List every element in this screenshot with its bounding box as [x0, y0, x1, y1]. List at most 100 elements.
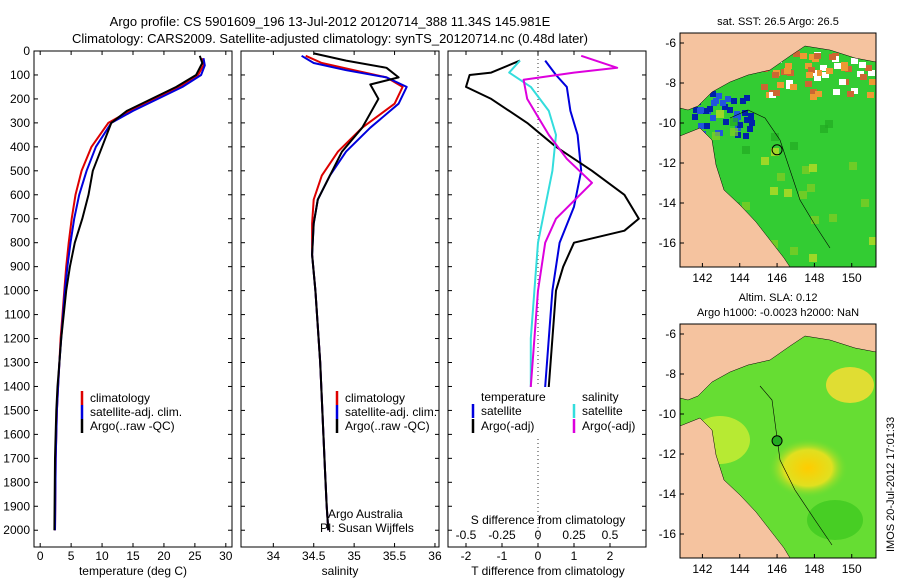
lon-tick-label-2: 146	[767, 562, 787, 576]
legend-header-salinity: salinity	[582, 390, 619, 404]
sst-sea-patch-16	[802, 166, 810, 174]
sst-sea-patch-12	[716, 110, 724, 118]
legend-argo-label: Argo(..raw -QC)	[90, 419, 175, 433]
x-tick-label-2: 10	[95, 549, 109, 563]
x-tick-label-3: 15	[126, 549, 140, 563]
s-difference-label: S difference from climatology	[471, 513, 626, 527]
sst-sea-patch-27	[809, 164, 817, 172]
depth-tick-label-20: 2000	[3, 523, 30, 537]
sst-sea-patch-19	[730, 128, 738, 136]
sst-patch-53	[860, 74, 867, 80]
lat-tick-label-5: -16	[659, 527, 677, 541]
sst-coast-patch-11	[744, 117, 750, 123]
sst-sea-patch-31	[777, 173, 785, 181]
sst-sea-patch-3	[799, 191, 807, 199]
sst-patch-36	[833, 89, 840, 95]
x-tick-label-1: 5	[68, 549, 75, 563]
sst-patch-44	[829, 54, 836, 60]
sst-patch-52	[808, 67, 815, 73]
sst-sea-patch-1	[730, 118, 738, 126]
sst-map-frame	[679, 32, 877, 268]
sst-sea-patch-33	[820, 125, 828, 133]
imos-timestamp: IMOS 20-Jul-2012 17:01:33	[885, 417, 897, 552]
series-line-3	[522, 54, 619, 435]
salinity-legend: climatology satellite-adj. clim. Argo(..…	[335, 391, 437, 433]
series-line-1	[301, 54, 408, 531]
sst-map-panel: sat. SST: 26.5 Argo: 26.5 142 144 146 148 15…	[659, 16, 877, 285]
sst-patch-55	[815, 91, 822, 97]
sst-coast-patch-25	[747, 126, 753, 132]
sst-patch-51	[793, 51, 800, 57]
legend-temp-argo-label: Argo(-adj)	[481, 419, 534, 433]
sst-coast-patch-1	[723, 119, 729, 125]
annotation-pi: PI: Susan Wijffels	[320, 521, 414, 535]
lat-tick-label-5: -16	[659, 236, 677, 250]
sst-patch-37	[851, 58, 858, 64]
lat-tick-label-3: -12	[659, 156, 677, 170]
legend-climatology-label: climatology	[90, 391, 150, 405]
depth-tick-label-2: 200	[10, 92, 30, 106]
sst-coast-patch-6	[731, 98, 737, 104]
sst-sea-patch-21	[784, 189, 792, 197]
x-tick-label-1: 34.5	[302, 549, 326, 563]
lon-tick-label-3: 148	[804, 562, 824, 576]
s-tick-label-1: -0.25	[488, 528, 516, 542]
depth-tick-label-12: 1200	[3, 332, 30, 346]
depth-contour	[759, 385, 833, 546]
lat-tick-label-3: -12	[659, 447, 677, 461]
reef-contour	[729, 109, 831, 249]
sla-map-panel: Altim. SLA: 0.12 Argo h1000: -0.0023 h20…	[659, 292, 877, 576]
figure-title-line1: Argo profile: CS 5901609_196 13-Jul-2012…	[110, 14, 551, 29]
s-tick-label-4: 0.5	[602, 528, 619, 542]
new-guinea-land	[680, 324, 876, 401]
sst-coast-patch-10	[704, 123, 710, 129]
sla-map-frame	[679, 323, 877, 559]
temperature-panel: 0100200300400500600700800900100011001200…	[3, 44, 646, 578]
sst-coast-patch-7	[722, 104, 728, 110]
sla-map-title-line2: Argo h1000: -0.0023 h2000: NaN	[697, 307, 859, 319]
sst-patch-59	[869, 79, 876, 85]
sst-sea-patch-25	[761, 157, 769, 165]
sst-coast-patch-24	[743, 133, 749, 139]
sst-patch-11	[868, 70, 875, 76]
sst-patch-16	[826, 68, 833, 74]
x-tick-label-0: 0	[37, 549, 44, 563]
series-line-1	[465, 59, 640, 435]
lon-tick-label-4: 150	[842, 562, 862, 576]
sst-coast-patch-23	[720, 100, 726, 106]
depth-tick-label-19: 1900	[3, 499, 30, 513]
difference-profiles	[465, 54, 640, 435]
sst-coast-patch-20	[698, 123, 704, 129]
temperature-x-axis: 0 5 10 15 20 25 30	[37, 51, 233, 563]
difference-axes-frame	[447, 50, 647, 548]
lat-tick-label-4: -14	[659, 487, 677, 501]
lat-tick-label-0: -6	[665, 36, 676, 50]
s-tick-label-3: 0.25	[562, 528, 586, 542]
lon-tick-label-1: 144	[730, 562, 750, 576]
sst-coast-patch-18	[744, 95, 750, 101]
sst-patch-20	[865, 65, 872, 71]
difference-panel: -2 -1 0 1 2 -0.5 -0.25 0 0.25 0.5 S difference f…	[447, 50, 647, 578]
sst-coast-patch-8	[748, 113, 754, 119]
legend-satellite-label: satellite-adj. clim.	[345, 405, 437, 419]
salinity-x-axis: 34 34.5 35 35.5 36	[267, 51, 442, 563]
depth-tick-label-14: 1400	[3, 379, 30, 393]
sst-patch-34	[859, 62, 866, 68]
sst-patch-21	[815, 70, 822, 76]
difference-legend: temperature salinity satellite Argo(-adj…	[471, 387, 638, 437]
series-line-2	[311, 52, 400, 531]
sst-patch-49	[800, 53, 807, 59]
sst-sea-patch-28	[771, 148, 779, 156]
sst-sea-patch-30	[770, 240, 778, 248]
sst-sea-patch-0	[849, 162, 857, 170]
sst-coast-patch-35	[735, 114, 741, 120]
legend-sal-argo-label: Argo(-adj)	[582, 419, 635, 433]
difference-x-axis: -2 -1 0 1 2	[461, 51, 614, 563]
temperature-legend: climatology satellite-adj. clim. Argo(..…	[80, 391, 182, 433]
annotation-argo-australia: Argo Australia	[328, 507, 403, 521]
depth-tick-label-18: 1800	[3, 475, 30, 489]
salinity-axes-frame	[240, 50, 440, 548]
figure-title-line2: Climatology: CARS2009. Satellite-adjuste…	[72, 31, 588, 46]
lon-tick-label-0: 142	[692, 562, 712, 576]
s-tick-label-0: -0.5	[456, 528, 477, 542]
